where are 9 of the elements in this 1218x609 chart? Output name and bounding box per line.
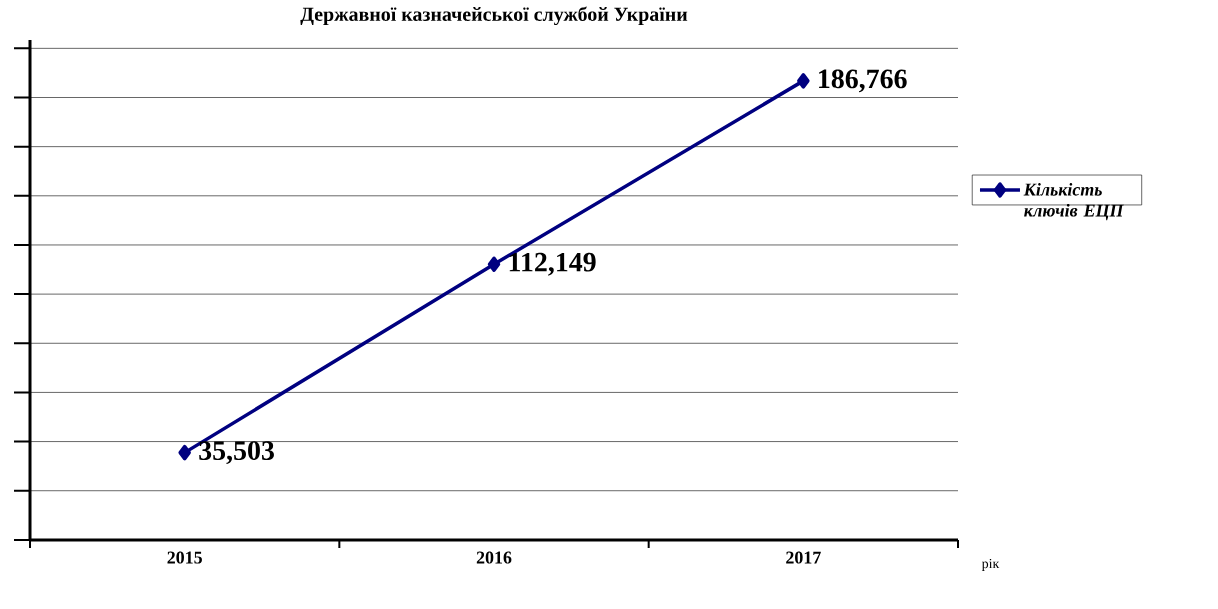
- legend-label: Кількість ключів ЕЦП: [1023, 183, 1124, 221]
- x-tick-label: 2017: [786, 551, 821, 564]
- x-tick-label: 2015: [167, 551, 202, 564]
- data-label: 35,503: [199, 441, 274, 465]
- x-tick-label: 2016: [476, 551, 512, 564]
- data-label: 112,149: [509, 252, 596, 276]
- x-axis-title: рік: [981, 558, 1000, 572]
- data-label: 186,766: [819, 69, 907, 93]
- chart-title: Державної казначейської службой України: [300, 6, 688, 26]
